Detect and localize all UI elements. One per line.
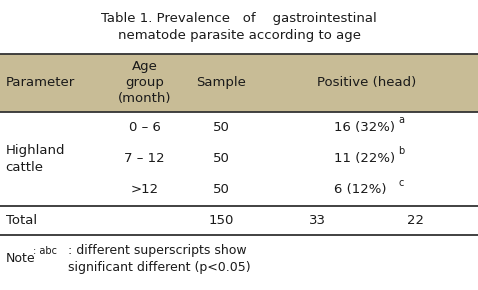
- Text: 11 (22%): 11 (22%): [334, 152, 395, 165]
- Text: c: c: [398, 178, 403, 188]
- Text: 150: 150: [208, 214, 234, 227]
- Text: 16 (32%): 16 (32%): [334, 121, 394, 134]
- Text: 33: 33: [309, 214, 326, 227]
- Text: 50: 50: [213, 152, 229, 165]
- Text: Total: Total: [6, 214, 37, 227]
- Text: 6 (12%): 6 (12%): [334, 184, 386, 196]
- Text: : abc: : abc: [33, 246, 57, 256]
- Text: Table 1. Prevalence   of    gastrointestinal
nematode parasite according to age: Table 1. Prevalence of gastrointestinal …: [101, 12, 377, 42]
- Text: Age
group
(month): Age group (month): [118, 60, 171, 105]
- Text: 7 – 12: 7 – 12: [124, 152, 165, 165]
- Text: >12: >12: [130, 184, 159, 196]
- Text: Highland
cattle: Highland cattle: [6, 144, 65, 174]
- Text: 22: 22: [407, 214, 424, 227]
- Text: b: b: [398, 146, 404, 156]
- Text: Note: Note: [6, 252, 35, 265]
- Text: Sample: Sample: [196, 76, 246, 89]
- Text: Positive (head): Positive (head): [317, 76, 416, 89]
- Text: 50: 50: [213, 121, 229, 134]
- Text: Parameter: Parameter: [6, 76, 75, 89]
- Text: 50: 50: [213, 184, 229, 196]
- Text: 0 – 6: 0 – 6: [129, 121, 161, 134]
- Text: a: a: [398, 115, 404, 125]
- Text: : different superscripts show
significant different (p<0.05): : different superscripts show significan…: [68, 244, 251, 274]
